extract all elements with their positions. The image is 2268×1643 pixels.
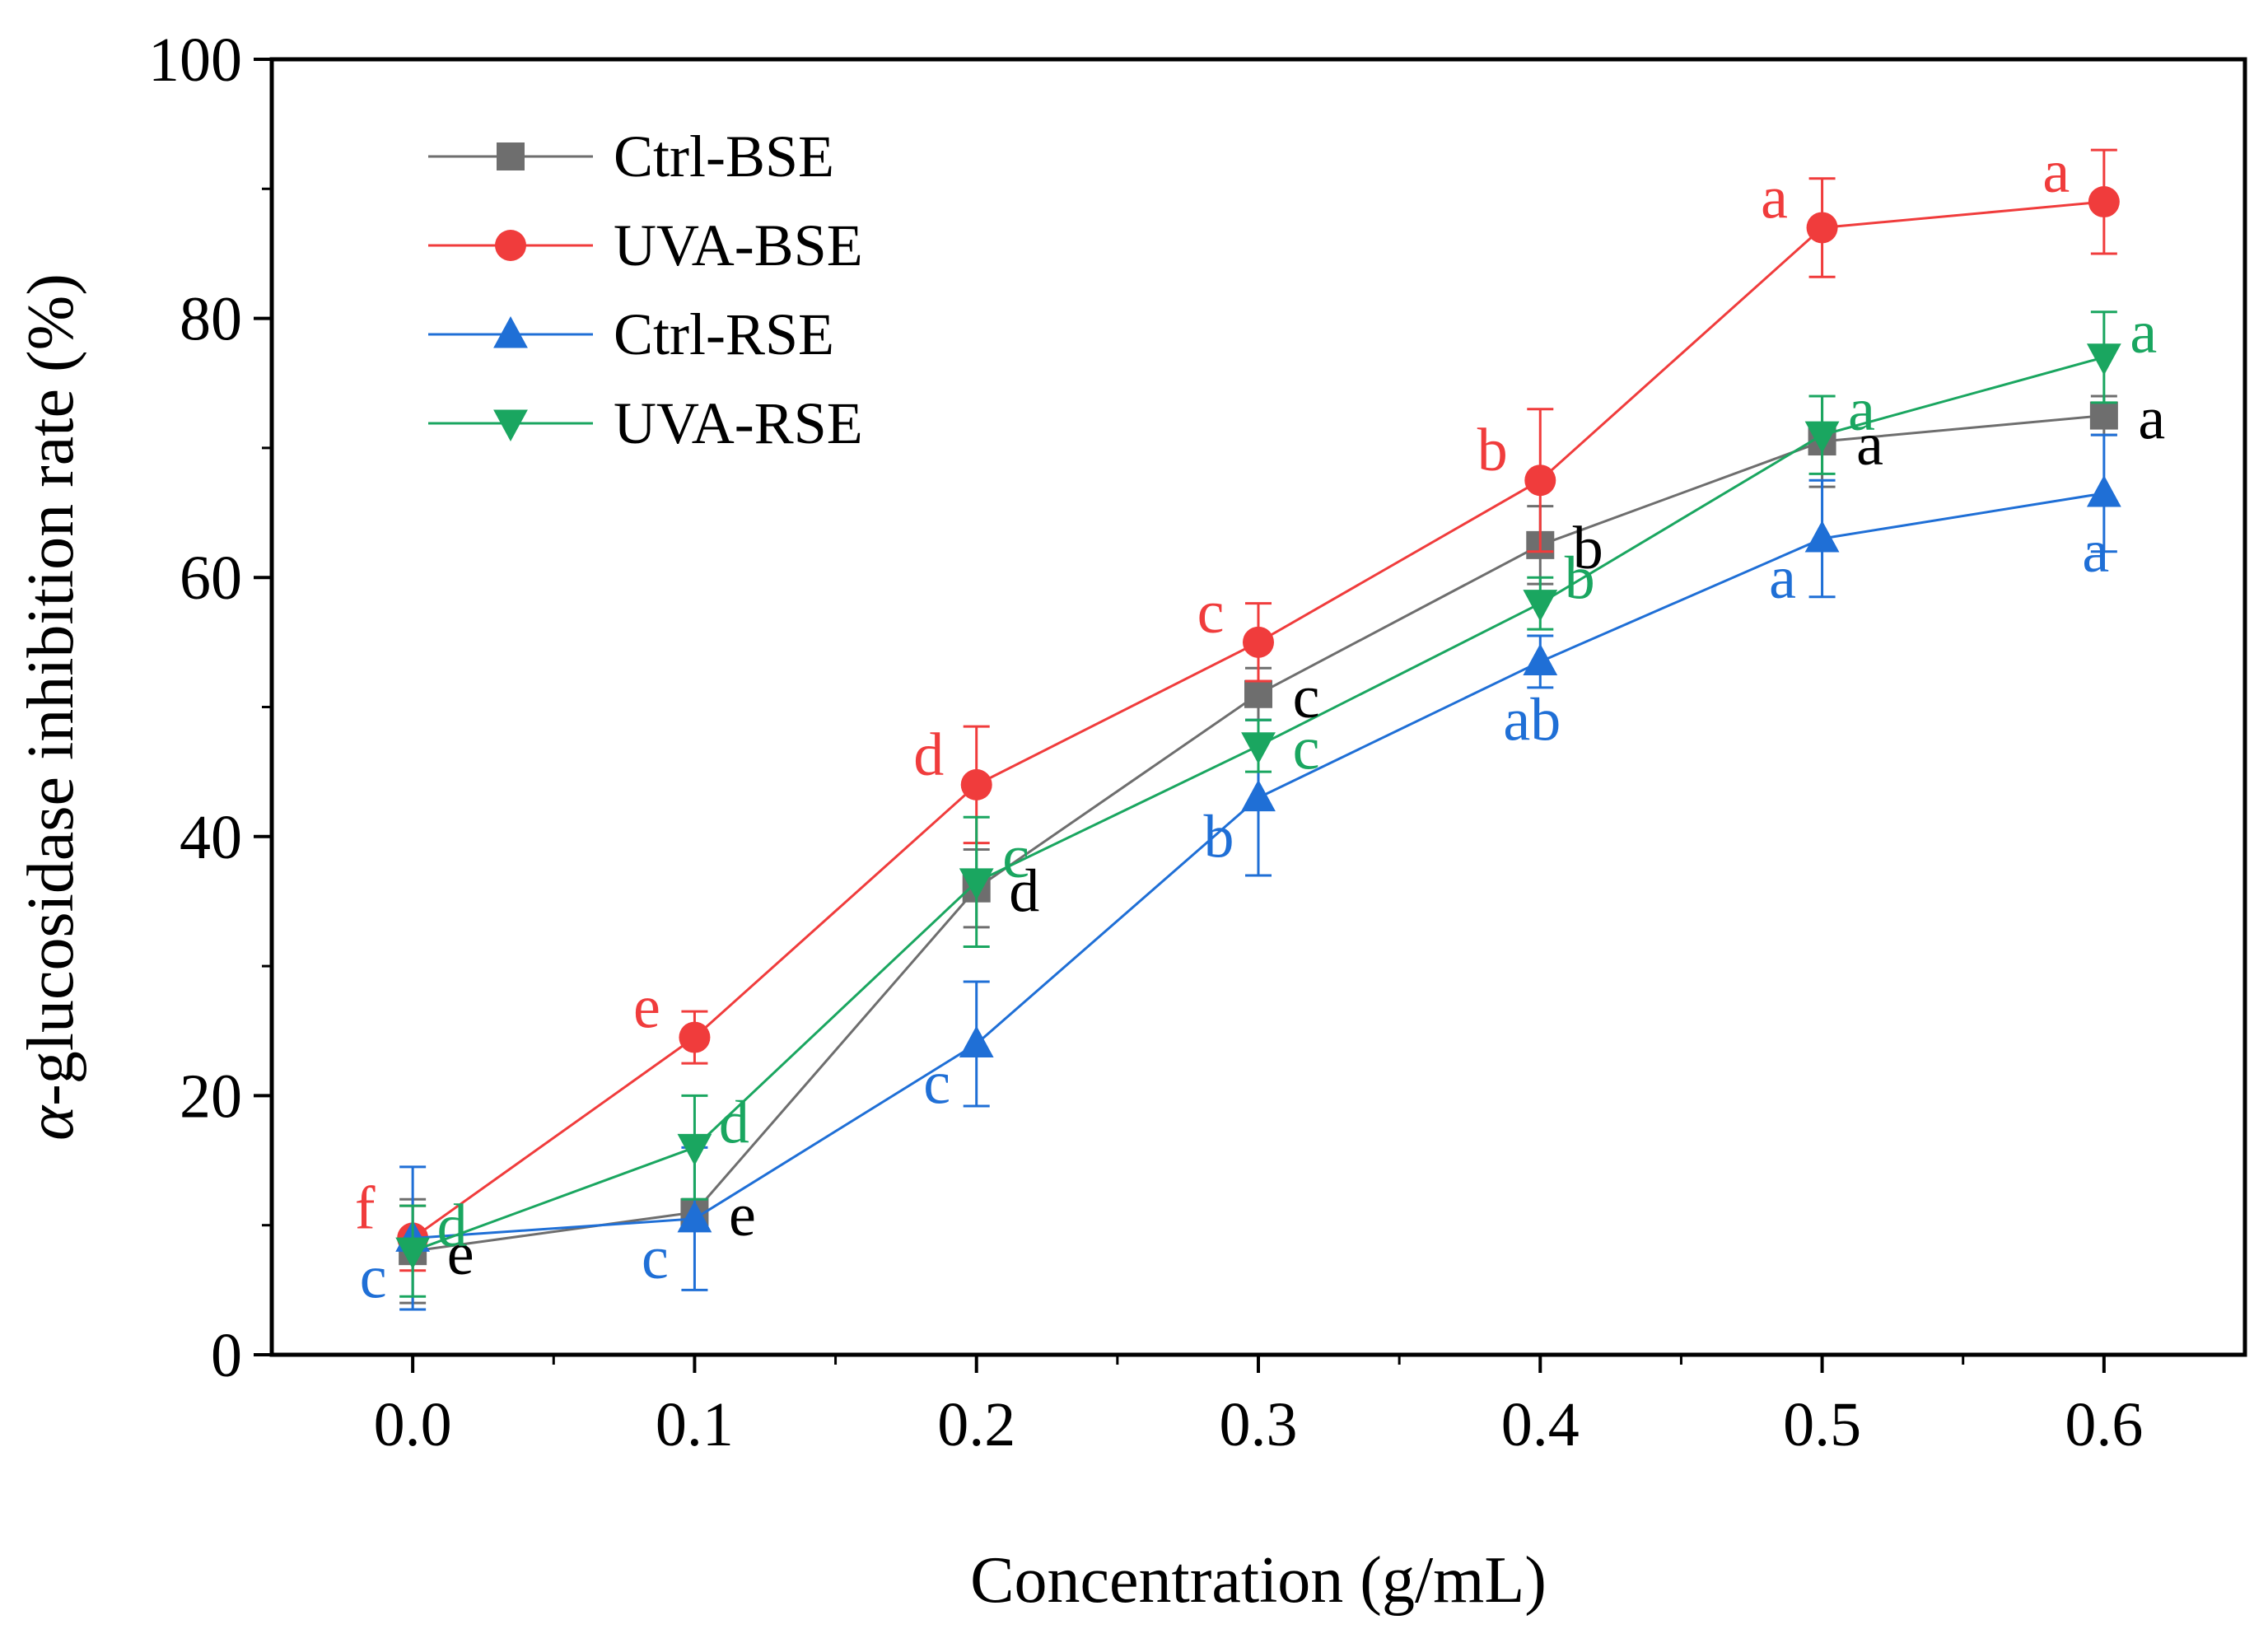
significance-label: f (355, 1174, 376, 1242)
legend-label: UVA-BSE (614, 212, 863, 278)
significance-label: c (1197, 579, 1225, 646)
significance-label: b (1565, 545, 1595, 613)
legend-marker (493, 409, 528, 441)
significance-label: a (1761, 164, 1788, 231)
series-ctrl-rse (395, 433, 2121, 1311)
data-point (959, 1025, 994, 1057)
data-point (677, 1133, 712, 1166)
y-axis-title-text: -glucosidase inhibition rate (%) (15, 273, 87, 1106)
significance-label: e (729, 1182, 756, 1249)
data-point (1806, 212, 1838, 244)
x-tick-label: 0.6 (2065, 1390, 2143, 1459)
significance-label: ab (1503, 686, 1561, 754)
significance-label: a (2138, 385, 2165, 453)
significance-label: b (1477, 417, 1508, 484)
data-point (1241, 779, 1276, 812)
data-point (960, 768, 992, 800)
significance-label: a (2130, 299, 2157, 366)
y-axis-title: α-glucosidase inhibition rate (%) (15, 273, 87, 1141)
x-tick-label: 0.3 (1220, 1390, 1298, 1459)
x-axis-title: Concentration (g/mL) (970, 1544, 1547, 1617)
legend-item: Ctrl-BSE (428, 124, 834, 189)
data-point (677, 1200, 712, 1233)
x-tick-label: 0.2 (937, 1390, 1015, 1459)
data-point (679, 1021, 711, 1053)
legend-label: Ctrl-BSE (614, 124, 834, 189)
significance-label: d (913, 721, 944, 789)
data-point (1804, 421, 1840, 454)
significance-label: a (1769, 544, 1796, 612)
significance-label: c (642, 1225, 669, 1292)
legend-item: Ctrl-RSE (428, 301, 834, 367)
data-point (1523, 643, 1558, 675)
x-tick-label: 0.1 (656, 1390, 734, 1459)
x-tick-label: 0.4 (1501, 1390, 1580, 1459)
data-point (395, 1237, 431, 1270)
y-tick-label: 20 (180, 1062, 242, 1131)
legend-marker (497, 142, 525, 170)
y-axis-title-symbol: α (15, 1104, 87, 1141)
series-uva-rse (395, 310, 2121, 1298)
y-tick-label: 100 (148, 26, 242, 95)
data-point (2089, 401, 2118, 430)
x-tick-label: 0.0 (374, 1390, 452, 1459)
significance-label: d (1009, 858, 1039, 926)
significance-label: a (1848, 376, 1875, 444)
significance-label: e (447, 1221, 474, 1288)
significance-label: c (923, 1049, 950, 1117)
significance-label: b (1204, 804, 1234, 871)
y-tick-label: 0 (211, 1321, 242, 1390)
y-tick-label: 40 (180, 803, 242, 872)
data-point (959, 868, 994, 900)
y-tick-label: 80 (180, 285, 242, 354)
data-point (2088, 186, 2120, 218)
data-point (1243, 626, 1274, 658)
significance-label: c (1293, 716, 1320, 783)
significance-label: c (1293, 664, 1320, 731)
data-point (1241, 732, 1276, 764)
data-point (2086, 474, 2121, 507)
significance-label: a (2082, 518, 2109, 586)
x-tick-label: 0.5 (1783, 1390, 1861, 1459)
significance-label: a (2042, 138, 2070, 206)
legend-label: UVA-RSE (614, 390, 863, 456)
significance-label: d (437, 1193, 468, 1260)
legend-item: UVA-RSE (428, 390, 863, 456)
y-tick-label: 60 (180, 544, 242, 613)
significance-label: e (633, 974, 660, 1042)
legend-marker (495, 230, 526, 261)
legend-label: Ctrl-RSE (614, 301, 834, 367)
significance-label: a (1856, 411, 1883, 478)
legend-item: UVA-BSE (428, 212, 863, 278)
data-point (1804, 520, 1840, 553)
significance-label: b (1573, 515, 1603, 582)
data-point (1524, 464, 1556, 497)
data-point (1523, 590, 1558, 622)
data-point (1244, 679, 1272, 708)
data-point (2086, 343, 2121, 376)
significance-label: d (719, 1089, 749, 1156)
significance-label: c (1002, 824, 1029, 891)
significance-label: c (360, 1244, 387, 1311)
legend-marker (493, 316, 528, 348)
